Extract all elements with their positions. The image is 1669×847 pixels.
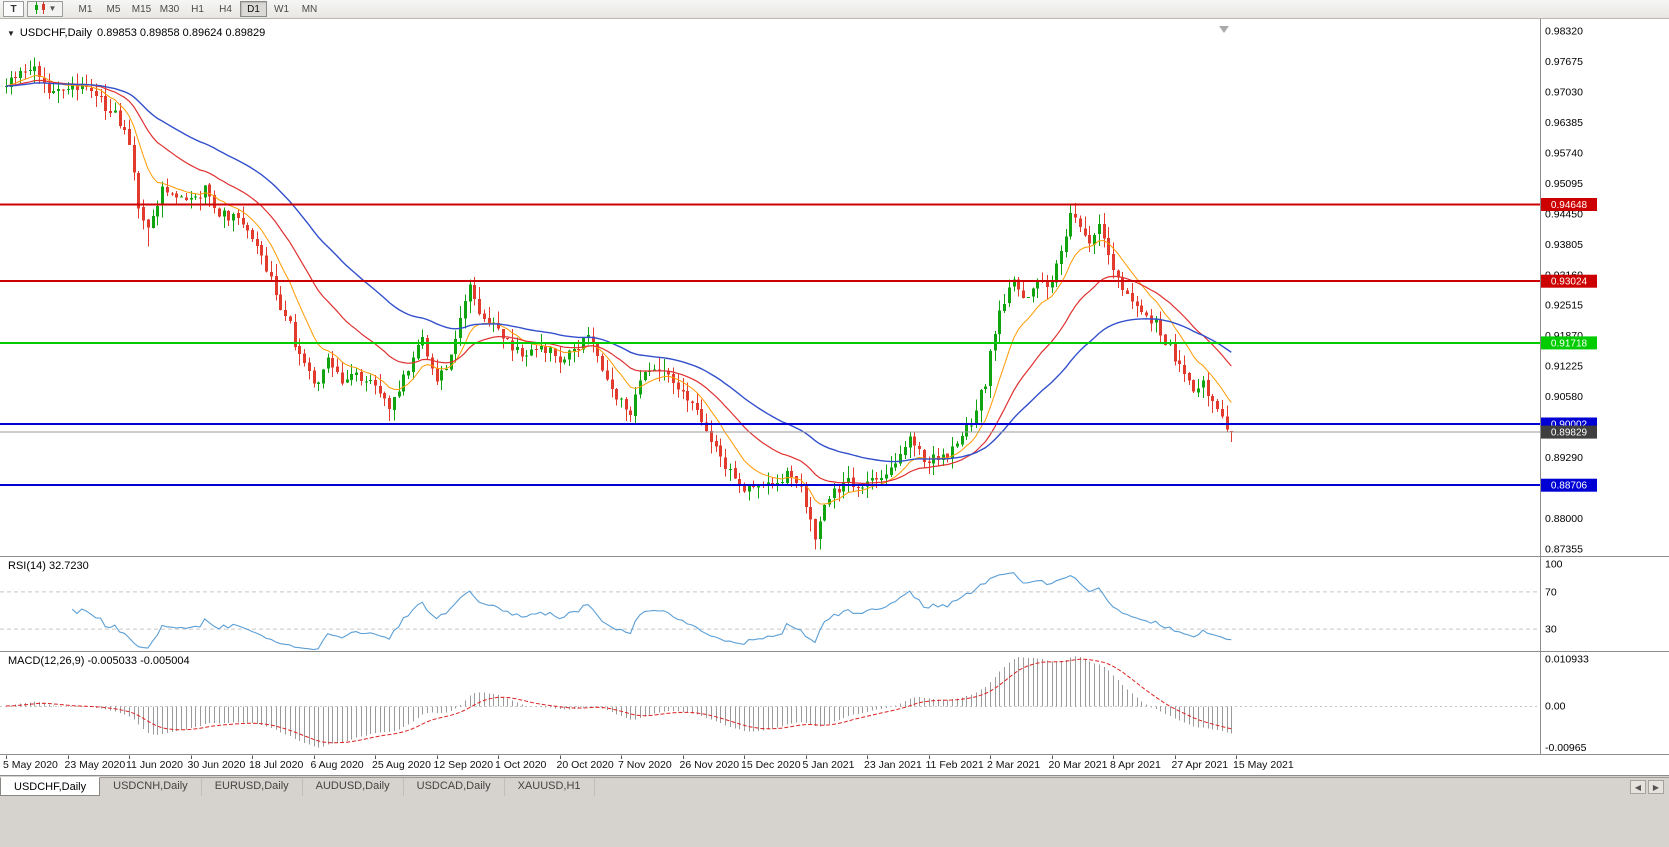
toolbar-button-t[interactable]: T <box>3 1 24 17</box>
toolbar: T ▼ M1 M5 M15 M30 H1 H4 D1 W1 MN <box>0 0 1669 19</box>
svg-text:0.90580: 0.90580 <box>1545 391 1583 403</box>
svg-text:15 May 2021: 15 May 2021 <box>1233 759 1294 771</box>
svg-text:5 May 2020: 5 May 2020 <box>3 759 58 771</box>
timeframe-button-h4[interactable]: H4 <box>219 3 232 15</box>
chart-type-button[interactable]: ▼ <box>27 1 63 17</box>
svg-text:5 Jan 2021: 5 Jan 2021 <box>803 759 855 771</box>
chart-header: ▼ USDCHF,Daily 0.89853 0.89858 0.89624 0… <box>7 27 265 39</box>
svg-text:70: 70 <box>1545 586 1557 598</box>
svg-text:0.95095: 0.95095 <box>1545 178 1583 190</box>
timeframe-button-m5[interactable]: M5 <box>106 3 121 15</box>
chart-tab-bar: USDCHF,Daily USDCNH,Daily EURUSD,Daily AUDU… <box>0 777 1669 796</box>
svg-text:27 Apr 2021: 27 Apr 2021 <box>1172 759 1229 771</box>
price-tag-0.94648 <box>1541 198 1597 211</box>
chart-tab-xauusd[interactable]: XAUUSD,H1 <box>505 778 595 796</box>
svg-text:0.88000: 0.88000 <box>1545 513 1583 525</box>
panel-separators <box>0 19 1669 776</box>
svg-text:0.96385: 0.96385 <box>1545 117 1583 129</box>
svg-text:11 Jun 2020: 11 Jun 2020 <box>126 759 183 771</box>
svg-text:0.010933: 0.010933 <box>1545 654 1589 666</box>
chart-tab-audusd[interactable]: AUDUSD,Daily <box>303 778 404 796</box>
chart-tab-usdcnh[interactable]: USDCNH,Daily <box>100 778 202 796</box>
svg-text:0.87355: 0.87355 <box>1545 544 1583 556</box>
svg-text:11 Feb 2021: 11 Feb 2021 <box>926 759 984 771</box>
svg-text:20 Mar 2021: 20 Mar 2021 <box>1049 759 1108 771</box>
ohlc-values: 0.89853 0.89858 0.89624 0.89829 <box>97 27 266 39</box>
svg-text:7 Nov 2020: 7 Nov 2020 <box>618 759 672 771</box>
svg-text:6 Aug 2020: 6 Aug 2020 <box>311 759 364 771</box>
svg-text:8 Apr 2021: 8 Apr 2021 <box>1110 759 1161 771</box>
svg-text:0.95740: 0.95740 <box>1545 147 1583 159</box>
svg-text:0.97030: 0.97030 <box>1545 86 1583 98</box>
svg-text:0.91718: 0.91718 <box>1551 338 1588 349</box>
price-tag-0.93024 <box>1541 274 1597 288</box>
ma-line-10 <box>5 75 1232 505</box>
svg-text:100: 100 <box>1545 559 1563 571</box>
time-scale[interactable]: 5 May 2020 23 May 2020 11 Jun 2020 30 Jun 2… <box>3 755 1294 772</box>
svg-text:30: 30 <box>1545 624 1557 636</box>
svg-text:0.00: 0.00 <box>1545 701 1566 713</box>
dropdown-caret-icon: ▼ <box>48 4 57 13</box>
svg-text:-0.00965: -0.00965 <box>1545 742 1587 754</box>
status-area <box>0 796 1669 847</box>
chart-background <box>0 19 1669 776</box>
svg-text:12 Sep 2020: 12 Sep 2020 <box>434 759 494 771</box>
macd-indicator-label: MACD(12,26,9) -0.005033 -0.005004 <box>8 655 190 667</box>
timeframe-button-w1[interactable]: W1 <box>274 3 289 15</box>
chart-tab-usdchf[interactable]: USDCHF,Daily <box>0 777 101 796</box>
timeframe-button-m15[interactable]: M15 <box>131 3 152 15</box>
svg-text:18 Jul 2020: 18 Jul 2020 <box>249 759 303 771</box>
svg-text:1 Oct 2020: 1 Oct 2020 <box>495 759 547 771</box>
tab-scroll-right-button[interactable]: ▶ <box>1648 780 1664 794</box>
svg-text:26 Nov 2020: 26 Nov 2020 <box>680 759 740 771</box>
svg-text:0.88706: 0.88706 <box>1551 481 1588 492</box>
symbol-period-label: USDCHF,Daily <box>19 27 93 39</box>
svg-text:0.89290: 0.89290 <box>1545 452 1583 464</box>
macd-histogram <box>6 656 1232 748</box>
svg-text:0.97675: 0.97675 <box>1545 56 1583 68</box>
svg-text:23 Jan 2021: 23 Jan 2021 <box>864 759 922 771</box>
ma-line-50 <box>5 82 1232 463</box>
rsi-line <box>71 572 1232 651</box>
candlestick-icon <box>34 1 47 17</box>
svg-text:0.98320: 0.98320 <box>1545 26 1583 38</box>
svg-text:0.89829: 0.89829 <box>1551 428 1588 439</box>
chart-shift-marker[interactable] <box>1219 26 1229 33</box>
chart-tab-eurusd[interactable]: EURUSD,Daily <box>202 778 303 796</box>
timeframe-button-m30[interactable]: M30 <box>159 3 180 15</box>
svg-text:0.91225: 0.91225 <box>1545 361 1583 373</box>
rsi-indicator-label: RSI(14) 32.7230 <box>8 560 89 572</box>
chart-tabs: USDCHF,Daily USDCNH,Daily EURUSD,Daily AUDU… <box>0 777 595 796</box>
chart-tab-usdcad[interactable]: USDCAD,Daily <box>404 778 505 796</box>
svg-text:2 Mar 2021: 2 Mar 2021 <box>987 759 1040 771</box>
svg-text:23 May 2020: 23 May 2020 <box>65 759 126 771</box>
ma-line-25 <box>5 79 1232 485</box>
svg-text:0.92515: 0.92515 <box>1545 300 1583 312</box>
timeframe-button-m1[interactable]: M1 <box>78 3 93 15</box>
price-scale[interactable]: 0.98320 0.97675 0.97030 0.96385 0.95740 0.950… <box>1545 26 1589 755</box>
timeframe-button-h1[interactable]: H1 <box>191 3 204 15</box>
timeframe-button-d1[interactable]: D1 <box>240 1 267 17</box>
price-tag-0.88706 <box>1541 478 1597 492</box>
price-tag-0.91718 <box>1541 336 1597 350</box>
svg-text:20 Oct 2020: 20 Oct 2020 <box>557 759 614 771</box>
macd-signal-line <box>5 658 1232 744</box>
svg-text:0.90002: 0.90002 <box>1551 420 1588 431</box>
svg-text:0.94648: 0.94648 <box>1551 200 1588 211</box>
svg-text:0.93024: 0.93024 <box>1551 277 1588 288</box>
timeframe-button-mn[interactable]: MN <box>301 3 318 15</box>
svg-text:15 Dec 2020: 15 Dec 2020 <box>741 759 801 771</box>
timeframe-buttons: M1 M5 M15 M30 H1 H4 D1 W1 MN <box>72 1 323 17</box>
svg-text:0.93805: 0.93805 <box>1545 239 1583 251</box>
collapse-triangle-icon[interactable]: ▼ <box>7 28 15 38</box>
svg-text:25 Aug 2020: 25 Aug 2020 <box>372 759 431 771</box>
tab-scroll-buttons: ◀ ▶ <box>1630 778 1669 796</box>
svg-text:30 Jun 2020: 30 Jun 2020 <box>188 759 246 771</box>
current-price-tag <box>1541 425 1597 439</box>
tab-scroll-left-button[interactable]: ◀ <box>1630 780 1646 794</box>
svg-text:0.94450: 0.94450 <box>1545 208 1583 220</box>
